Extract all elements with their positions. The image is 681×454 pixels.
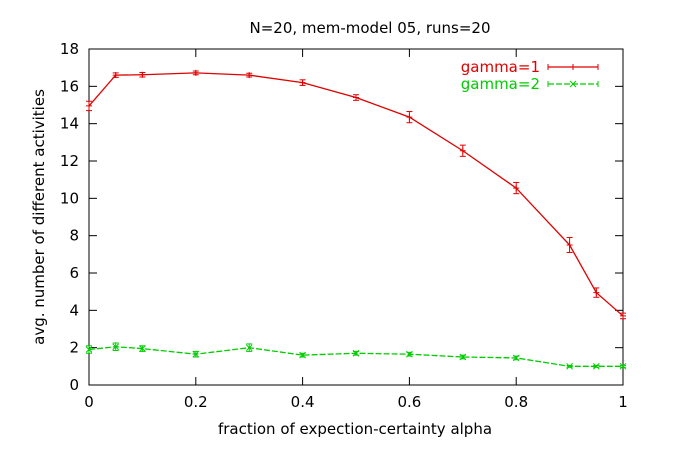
data-point <box>406 114 413 121</box>
data-point <box>246 72 253 79</box>
y-tick-label: 10 <box>60 189 79 207</box>
legend-marker <box>569 80 577 88</box>
y-tick-label: 2 <box>69 339 79 357</box>
data-point <box>619 362 627 370</box>
y-tick-label: 0 <box>69 376 79 394</box>
legend-marker <box>570 64 576 70</box>
data-point <box>139 345 146 352</box>
x-tick-label: 0.8 <box>504 393 528 411</box>
y-tick-label: 16 <box>60 77 79 95</box>
x-tick-label: 0.2 <box>184 393 208 411</box>
y-tick-label: 8 <box>69 227 79 245</box>
series-gamma-1 <box>86 69 626 320</box>
legend-entry: gamma=1 <box>461 58 599 76</box>
data-point <box>620 312 626 319</box>
data-point <box>112 343 120 351</box>
data-point <box>566 362 573 370</box>
y-tick-label: 12 <box>60 152 79 170</box>
series-line <box>88 346 623 367</box>
data-point <box>513 185 520 192</box>
x-tick-label: 0.6 <box>397 393 421 411</box>
data-point <box>592 362 600 370</box>
y-tick-label: 14 <box>60 115 79 133</box>
series-gamma-2 <box>85 342 627 370</box>
y-tick-label: 4 <box>69 301 79 319</box>
data-point <box>299 351 306 359</box>
data-point <box>85 346 93 353</box>
chart-title: N=20, mem-model 05, runs=20 <box>249 19 490 37</box>
x-tick-label: 0 <box>84 393 94 411</box>
series-line <box>88 72 624 317</box>
y-tick-label: 18 <box>60 40 79 58</box>
x-tick-label: 1 <box>618 393 628 411</box>
y-tick-label: 6 <box>69 264 79 282</box>
legend-label: gamma=2 <box>461 75 540 93</box>
legend-label: gamma=1 <box>461 58 540 76</box>
data-point <box>299 79 306 86</box>
plot-frame <box>88 48 624 386</box>
x-axis-label: fraction of expection-certainty alpha <box>218 420 492 438</box>
data-point <box>459 147 466 154</box>
data-point <box>192 69 199 76</box>
data-point <box>566 242 573 248</box>
x-tick-label: 0.4 <box>291 393 315 411</box>
data-point <box>406 350 413 358</box>
data-point <box>86 102 92 109</box>
data-point <box>245 344 253 352</box>
data-point <box>112 72 119 79</box>
legend-entry: gamma=2 <box>461 75 599 93</box>
data-point <box>192 350 200 358</box>
data-point <box>593 289 600 296</box>
data-point <box>352 349 360 357</box>
y-axis-label: avg. number of different activities <box>30 89 48 345</box>
data-point <box>512 354 520 362</box>
data-point <box>459 353 467 361</box>
data-point <box>353 94 359 101</box>
data-point <box>139 71 146 78</box>
